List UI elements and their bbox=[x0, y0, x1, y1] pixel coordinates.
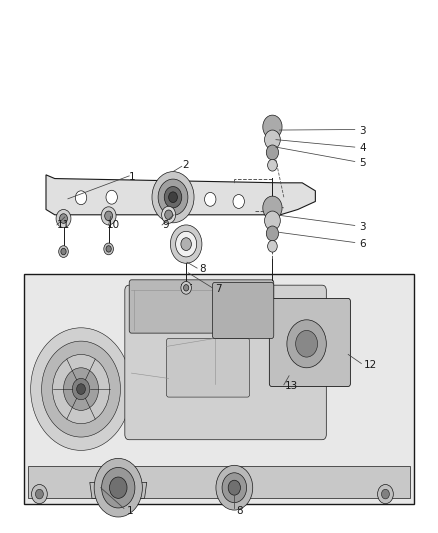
Circle shape bbox=[110, 477, 127, 498]
Circle shape bbox=[35, 489, 43, 499]
FancyBboxPatch shape bbox=[212, 282, 274, 338]
Text: 3: 3 bbox=[359, 222, 366, 231]
Circle shape bbox=[228, 480, 240, 495]
Text: 10: 10 bbox=[107, 220, 120, 230]
Circle shape bbox=[59, 246, 68, 257]
Circle shape bbox=[378, 484, 393, 504]
Circle shape bbox=[60, 214, 67, 223]
Circle shape bbox=[216, 465, 253, 510]
Circle shape bbox=[181, 238, 191, 251]
Text: 5: 5 bbox=[359, 158, 366, 167]
Circle shape bbox=[104, 243, 113, 255]
Circle shape bbox=[266, 145, 279, 160]
Circle shape bbox=[265, 130, 280, 149]
Circle shape bbox=[72, 378, 90, 400]
FancyBboxPatch shape bbox=[24, 274, 414, 504]
Circle shape bbox=[287, 320, 326, 368]
Circle shape bbox=[152, 172, 194, 223]
Text: 1: 1 bbox=[127, 506, 134, 515]
Circle shape bbox=[162, 206, 176, 223]
Text: 1: 1 bbox=[129, 172, 136, 182]
Circle shape bbox=[94, 458, 142, 517]
Text: 4: 4 bbox=[359, 143, 366, 153]
FancyBboxPatch shape bbox=[129, 280, 274, 333]
Circle shape bbox=[170, 225, 202, 263]
Circle shape bbox=[53, 354, 110, 424]
Circle shape bbox=[205, 192, 216, 206]
Text: 3: 3 bbox=[359, 126, 366, 135]
Circle shape bbox=[77, 384, 85, 394]
Text: 2: 2 bbox=[182, 160, 188, 170]
Circle shape bbox=[75, 191, 87, 205]
Bar bbox=[28, 466, 410, 498]
Circle shape bbox=[64, 368, 99, 410]
Text: 12: 12 bbox=[364, 360, 377, 370]
Polygon shape bbox=[46, 175, 315, 215]
Text: 11: 11 bbox=[57, 220, 70, 230]
Circle shape bbox=[56, 209, 71, 228]
Circle shape bbox=[164, 187, 182, 208]
Polygon shape bbox=[90, 482, 147, 498]
Circle shape bbox=[263, 115, 282, 139]
Circle shape bbox=[101, 207, 116, 225]
Circle shape bbox=[222, 473, 247, 503]
Circle shape bbox=[106, 190, 117, 204]
Circle shape bbox=[233, 195, 244, 208]
Circle shape bbox=[184, 285, 189, 291]
Circle shape bbox=[169, 192, 177, 203]
Circle shape bbox=[158, 179, 188, 215]
Circle shape bbox=[381, 489, 389, 499]
Circle shape bbox=[268, 240, 277, 252]
Circle shape bbox=[165, 210, 173, 220]
FancyBboxPatch shape bbox=[166, 338, 250, 397]
Circle shape bbox=[265, 211, 280, 230]
Circle shape bbox=[32, 484, 47, 504]
Circle shape bbox=[42, 341, 120, 437]
Circle shape bbox=[296, 330, 318, 357]
Text: 7: 7 bbox=[215, 284, 221, 294]
Circle shape bbox=[105, 211, 113, 221]
Circle shape bbox=[61, 248, 66, 255]
FancyBboxPatch shape bbox=[125, 285, 326, 440]
Circle shape bbox=[31, 328, 131, 450]
FancyBboxPatch shape bbox=[269, 298, 350, 386]
Circle shape bbox=[106, 246, 111, 252]
Text: 8: 8 bbox=[199, 264, 206, 274]
Circle shape bbox=[268, 159, 277, 171]
Circle shape bbox=[263, 196, 282, 220]
Circle shape bbox=[181, 281, 191, 294]
Circle shape bbox=[102, 467, 135, 508]
Text: 9: 9 bbox=[162, 220, 169, 230]
Text: 6: 6 bbox=[359, 239, 366, 248]
Text: 13: 13 bbox=[285, 382, 298, 391]
Circle shape bbox=[266, 226, 279, 241]
Circle shape bbox=[176, 231, 197, 257]
Text: 8: 8 bbox=[237, 506, 243, 515]
